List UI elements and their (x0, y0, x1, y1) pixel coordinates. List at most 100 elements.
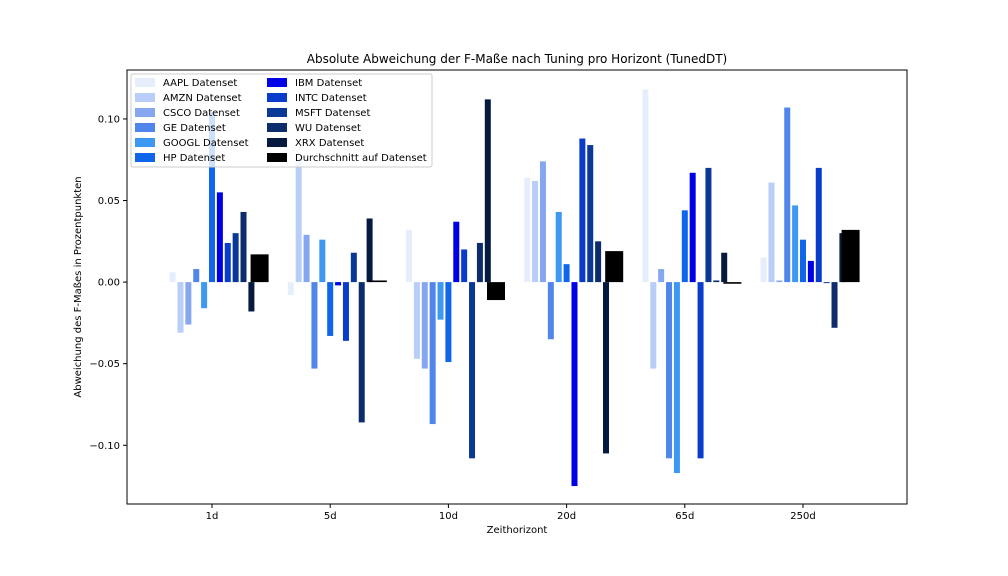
legend-swatch (267, 78, 287, 87)
bar-csco-10d (421, 282, 428, 369)
bar-csco-250d (776, 280, 783, 283)
legend-swatch (135, 138, 155, 147)
bar-durchschnitt-1d (250, 254, 269, 283)
y-axis: −0.10 −0.05 0.00 0.05 0.10 (89, 114, 127, 452)
y-tick-label: −0.05 (89, 359, 120, 370)
y-axis-title: Abweichung des F-Maßes in Prozentpunkten (73, 176, 84, 397)
legend-swatch (135, 153, 155, 162)
bar-aapl-5d (287, 282, 294, 296)
x-tick-label-65d: 65d (675, 511, 694, 522)
bar-aapl-65d (642, 89, 649, 283)
bar-wu-10d (476, 242, 483, 283)
bar-xrx-1d (248, 282, 255, 312)
legend-label: MSFT Datenset (295, 108, 370, 119)
bar-csco-20d (539, 161, 546, 283)
bar-durchschnitt-10d (487, 282, 505, 301)
bar-msft-65d (705, 167, 712, 283)
bar-ibm-1d (216, 192, 223, 283)
bar-csco-65d (658, 269, 665, 283)
legend-label: AAPL Datenset (163, 78, 237, 89)
bar-googl-250d (792, 205, 799, 283)
legend-swatch (267, 108, 287, 117)
bar-csco-1d (185, 282, 192, 325)
bars-layer (169, 89, 860, 487)
bar-aapl-250d (760, 257, 767, 283)
y-tick-label: −0.10 (89, 441, 120, 452)
bar-amzn-250d (768, 182, 775, 283)
bar-msft-10d (469, 282, 476, 459)
bar-wu-65d (713, 280, 720, 283)
bar-wu-250d (831, 282, 838, 328)
legend-label: Durchschnitt auf Datenset (295, 153, 427, 164)
bar-amzn-1d (177, 282, 184, 333)
bar-xrx-65d (721, 252, 728, 283)
bar-durchschnitt-5d (368, 280, 387, 283)
bar-ge-20d (547, 282, 554, 340)
legend-swatch (135, 78, 155, 87)
bar-aapl-10d (406, 229, 412, 283)
bar-intc-20d (579, 138, 586, 283)
legend-swatch (135, 108, 155, 117)
bar-hp-10d (445, 282, 452, 363)
bar-hp-5d (327, 282, 334, 336)
bar-wu-1d (240, 211, 247, 283)
bar-intc-250d (815, 167, 822, 283)
bar-intc-65d (697, 282, 704, 459)
legend-label: GOOGL Datenset (163, 138, 249, 149)
bar-durchschnitt-65d (723, 282, 742, 284)
bar-intc-5d (342, 282, 349, 341)
bar-ibm-10d (453, 221, 460, 283)
bar-msft-5d (350, 252, 357, 283)
bar-durchschnitt-250d (841, 229, 860, 283)
x-tick-label-20d: 20d (557, 511, 576, 522)
bar-ge-5d (311, 282, 318, 369)
legend-swatch (267, 123, 287, 132)
bar-ibm-65d (689, 172, 696, 283)
chart-title: Absolute Abweichung der F-Maße nach Tuni… (307, 52, 727, 66)
bar-ibm-20d (571, 282, 578, 487)
bar-hp-1d (209, 112, 215, 283)
legend-label: CSCO Datenset (163, 108, 240, 119)
bar-msft-20d (587, 145, 594, 283)
x-tick-label-5d: 5d (324, 511, 337, 522)
legend-swatch (267, 138, 287, 147)
bar-googl-65d (673, 282, 680, 473)
legend-frame (130, 73, 433, 168)
legend-swatch (267, 93, 287, 102)
bar-hp-250d (800, 239, 806, 283)
legend-swatch (267, 153, 287, 162)
bar-amzn-10d (413, 282, 420, 359)
legend-label: IBM Datenset (295, 78, 362, 89)
bar-intc-10d (461, 249, 468, 283)
legend-label: XRX Datenset (295, 138, 364, 149)
x-axis-title: Zeithorizont (487, 525, 548, 536)
bar-hp-20d (563, 264, 570, 283)
bar-amzn-65d (650, 282, 657, 369)
bar-durchschnitt-20d (605, 251, 624, 283)
bar-amzn-20d (532, 180, 539, 283)
x-tick-label-10d: 10d (439, 511, 458, 522)
bar-amzn-5d (295, 158, 302, 283)
x-tick-label-1d: 1d (206, 511, 219, 522)
legend-swatch (135, 93, 155, 102)
bar-googl-1d (201, 282, 208, 309)
bar-xrx-5d (366, 218, 373, 283)
bar-googl-10d (437, 282, 444, 320)
bar-wu-5d (358, 282, 365, 423)
bar-msft-250d (823, 282, 830, 284)
bar-hp-65d (681, 210, 688, 283)
bar-aapl-1d (169, 272, 176, 283)
bar-ibm-5d (335, 282, 342, 286)
x-axis: 1d 5d 10d 20d 65d 250d (206, 504, 816, 522)
legend-label: INTC Datenset (295, 93, 367, 104)
bar-xrx-10d (484, 99, 491, 283)
legend-label: AMZN Datenset (163, 93, 242, 104)
bar-ge-1d (193, 269, 200, 283)
plot-frame (126, 69, 908, 505)
y-tick-label: 0.00 (98, 278, 120, 289)
legend-label: HP Datenset (163, 153, 225, 164)
legend: AAPL Datenset AMZN Datenset CSCO Datenset G… (130, 73, 433, 168)
bar-wu-20d (595, 241, 602, 283)
x-tick-label-250d: 250d (790, 511, 815, 522)
